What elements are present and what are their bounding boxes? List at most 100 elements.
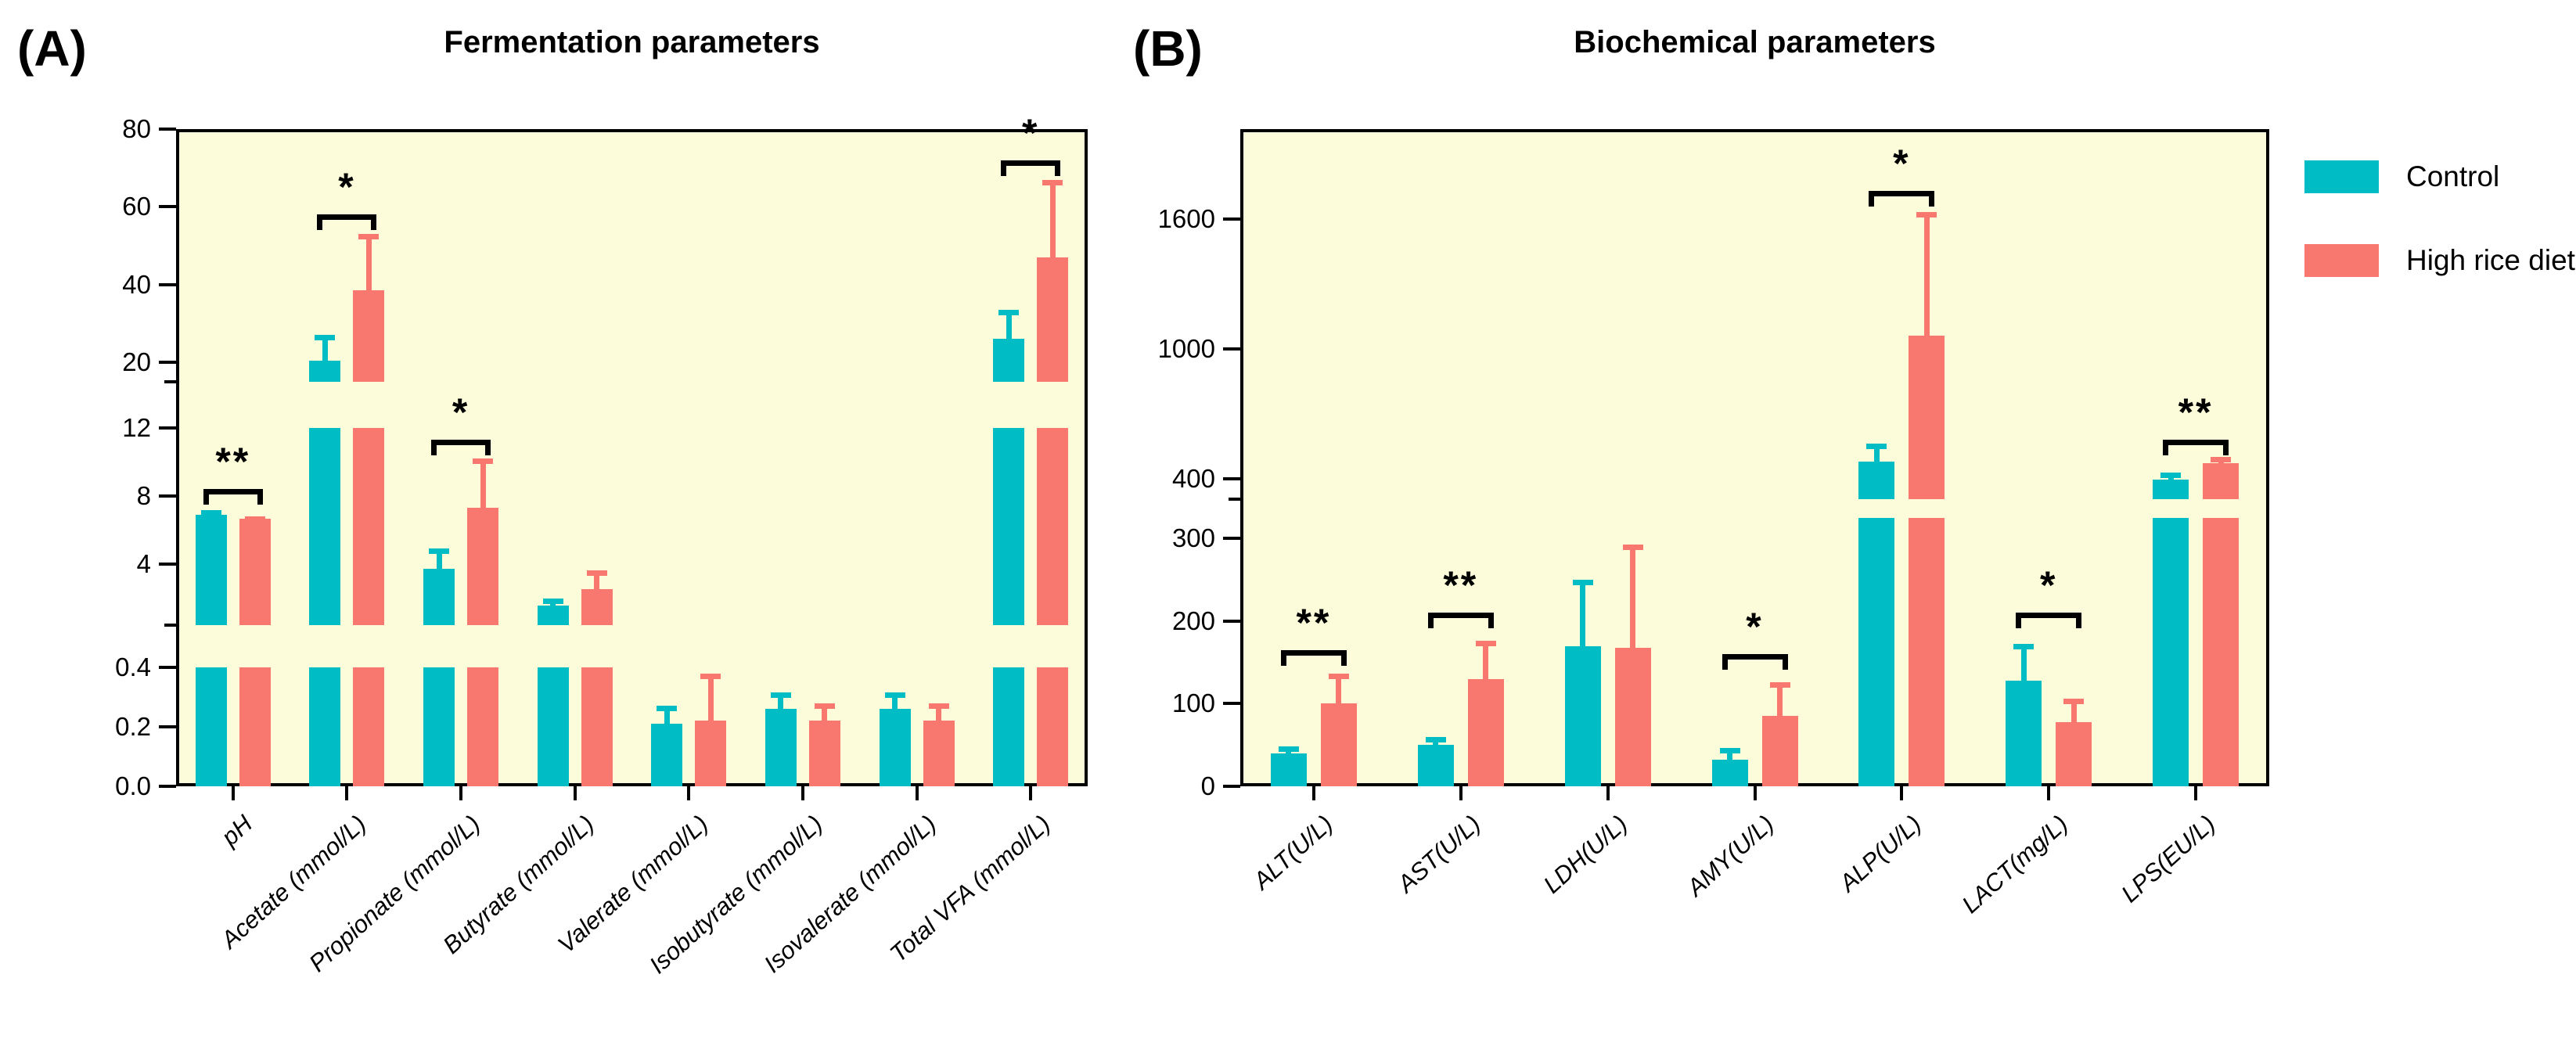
- error-bar: [550, 601, 556, 613]
- error-bar-cap: [1425, 736, 1446, 742]
- bar-segment-control: [2153, 518, 2189, 786]
- significance-bracket-end: [257, 489, 263, 505]
- y-axis-tick: [159, 494, 176, 498]
- error-bar: [2218, 458, 2224, 472]
- error-bar-cap: [315, 335, 336, 341]
- bar-high-rice-diet: [467, 508, 499, 625]
- y-axis-tick: [159, 205, 176, 209]
- x-axis-tick: [1900, 786, 1904, 800]
- error-bar: [1727, 750, 1732, 768]
- significance-label: *: [1893, 141, 1911, 185]
- significance-bracket-end: [1280, 649, 1286, 666]
- error-bar: [2071, 701, 2077, 730]
- bar-segment-high-rice-diet: [353, 428, 385, 625]
- bar-high-rice-diet: [1037, 257, 1069, 382]
- significance-label: *: [1021, 110, 1040, 155]
- bar-control: [2006, 680, 2042, 786]
- significance-bracket-end: [1782, 654, 1788, 670]
- error-bar-cap: [1328, 674, 1349, 680]
- error-bar-cap: [2160, 472, 2182, 478]
- error-bar-cap: [998, 310, 1020, 316]
- bar-high-rice-diet: [808, 721, 840, 786]
- significance-bracket: [317, 214, 377, 221]
- significance-bracket-end: [371, 214, 377, 231]
- y-axis-tick-label: 80: [122, 114, 151, 143]
- x-axis-tick: [1753, 786, 1757, 800]
- significance-label: **: [1443, 563, 1479, 608]
- error-bar: [2168, 474, 2174, 488]
- significance-bracket-end: [203, 489, 209, 505]
- significance-label: *: [1746, 605, 1764, 649]
- error-bar: [594, 573, 600, 598]
- error-bar-cap: [884, 692, 905, 699]
- error-bar: [664, 708, 670, 732]
- y-axis-tick: [1223, 702, 1240, 706]
- error-bar-cap: [814, 703, 835, 709]
- x-axis-tick: [687, 786, 691, 800]
- legend-swatch-high-rice-diet: [2304, 244, 2379, 277]
- bar-segment-control: [1858, 518, 1895, 786]
- significance-bracket-end: [1427, 613, 1434, 629]
- bar-high-rice-diet: [1909, 336, 1945, 499]
- error-bar-cap: [1042, 179, 1063, 185]
- y-axis-tick-label: 0: [1200, 771, 1215, 800]
- error-bar: [365, 236, 372, 299]
- y-axis-tick-label: 0.0: [115, 771, 151, 800]
- significance-bracket: [2163, 439, 2229, 445]
- y-axis-tick: [159, 725, 176, 728]
- error-bar-cap: [928, 703, 949, 709]
- bar-high-rice-diet: [1320, 703, 1357, 786]
- bar-segment-high-rice-diet: [239, 667, 271, 786]
- x-axis-tick: [2047, 786, 2051, 800]
- panel-b-letter: (B): [1133, 20, 1203, 77]
- x-axis-label: ALP(U/L): [1833, 810, 1927, 897]
- error-bar: [2020, 646, 2027, 688]
- bar-high-rice-diet: [239, 519, 271, 625]
- error-bar: [1630, 546, 1636, 656]
- y-axis-tick-label: 200: [1171, 606, 1215, 635]
- x-axis-tick: [2194, 786, 2198, 800]
- legend-label-high-rice-diet: High rice diet: [2406, 244, 2575, 276]
- error-bar: [1483, 643, 1489, 687]
- x-axis-label: pH: [216, 810, 258, 851]
- y-axis-tick-label: 400: [1171, 463, 1215, 493]
- y-axis-tick: [1223, 217, 1240, 221]
- error-bar: [436, 551, 442, 577]
- error-bar: [1873, 446, 1880, 469]
- significance-label: **: [215, 440, 251, 484]
- error-bar-cap: [1622, 544, 1643, 550]
- bar-segment-control: [993, 428, 1025, 625]
- bar-segment-high-rice-diet: [581, 667, 613, 786]
- bar-segment-high-rice-diet: [353, 667, 385, 786]
- axis-break-tick: [1229, 498, 1240, 501]
- error-bar: [1777, 685, 1783, 724]
- error-bar-cap: [2211, 456, 2232, 462]
- bar-control: [195, 514, 227, 625]
- error-bar-cap: [2063, 699, 2085, 705]
- error-bar-cap: [358, 234, 380, 240]
- x-axis-tick: [1606, 786, 1610, 800]
- bar-segment-high-rice-diet: [1037, 667, 1069, 786]
- bar-high-rice-diet: [2056, 721, 2092, 786]
- significance-bracket: [1280, 649, 1347, 656]
- bar-segment-control: [309, 428, 341, 625]
- significance-bracket: [1001, 160, 1061, 166]
- error-bar: [322, 337, 328, 369]
- error-bar: [208, 512, 214, 523]
- y-axis-tick: [159, 361, 176, 365]
- bar-segment-control: [537, 667, 569, 786]
- bar-high-rice-diet: [923, 721, 955, 786]
- y-axis-tick: [159, 785, 176, 788]
- y-axis-tick-label: 60: [122, 192, 151, 221]
- bar-high-rice-diet: [353, 290, 385, 382]
- panel-a-letter: (A): [17, 20, 87, 77]
- significance-bracket: [1722, 654, 1788, 660]
- bar-segment-control: [993, 667, 1025, 786]
- error-bar-cap: [1278, 746, 1299, 753]
- bar-segment-high-rice-diet: [467, 667, 499, 786]
- error-bar: [892, 695, 898, 717]
- x-axis-tick: [459, 786, 463, 800]
- x-axis-tick: [1029, 786, 1033, 800]
- x-axis-tick: [345, 786, 349, 800]
